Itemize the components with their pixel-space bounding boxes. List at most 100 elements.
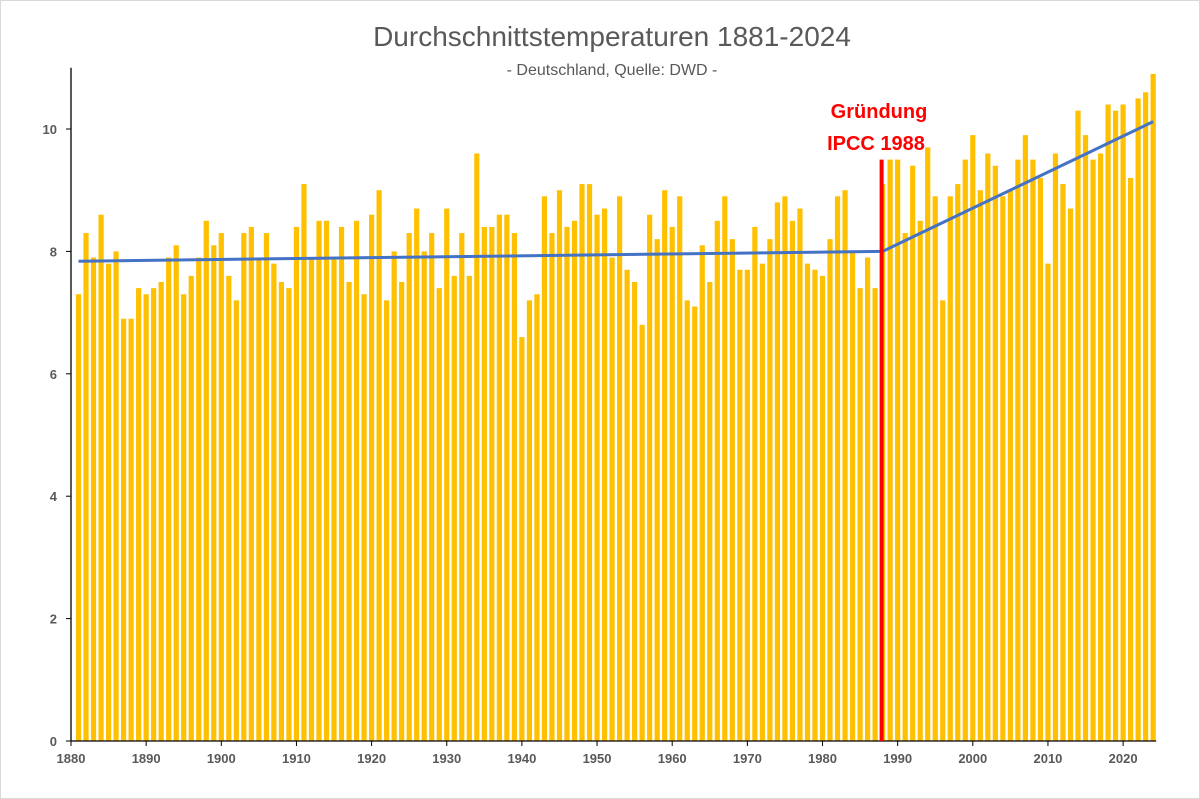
bar-1968 bbox=[729, 239, 735, 741]
bar-1894 bbox=[173, 245, 179, 741]
bar-2003 bbox=[992, 165, 998, 742]
bar-2000 bbox=[970, 135, 976, 741]
bar-2024 bbox=[1150, 73, 1156, 742]
bars bbox=[75, 73, 1156, 742]
bar-1935 bbox=[481, 226, 487, 742]
bar-1882 bbox=[83, 233, 89, 742]
x-tick-label: 1920 bbox=[357, 751, 386, 766]
y-tick-label: 4 bbox=[50, 489, 58, 504]
bar-1898 bbox=[203, 220, 209, 742]
bar-1897 bbox=[196, 257, 202, 741]
bar-1941 bbox=[526, 300, 533, 741]
bar-1937 bbox=[496, 214, 502, 741]
bar-1955 bbox=[632, 282, 638, 741]
bar-1915 bbox=[331, 257, 337, 741]
bar-1997 bbox=[947, 196, 953, 741]
bar-1923 bbox=[391, 251, 397, 741]
bar-1977 bbox=[797, 208, 803, 741]
bar-1917 bbox=[346, 282, 352, 741]
bar-2022 bbox=[1135, 98, 1141, 741]
bar-1950 bbox=[594, 214, 600, 741]
bar-1938 bbox=[504, 214, 510, 741]
bar-2010 bbox=[1045, 263, 1051, 741]
bar-1934 bbox=[474, 153, 480, 742]
bar-1966 bbox=[714, 220, 720, 742]
x-tick-label: 1980 bbox=[808, 751, 837, 766]
bar-1985 bbox=[857, 288, 863, 741]
annotation-line1: Gründung bbox=[831, 101, 928, 123]
bar-1980 bbox=[819, 275, 826, 741]
bar-1962 bbox=[684, 300, 690, 741]
bar-2012 bbox=[1060, 184, 1066, 741]
bar-1972 bbox=[759, 263, 765, 741]
chart-title: Durchschnittstemperaturen 1881-2024 bbox=[373, 21, 851, 52]
x-tick-label: 1900 bbox=[207, 751, 236, 766]
x-tick-label: 1950 bbox=[583, 751, 612, 766]
bar-1953 bbox=[616, 196, 623, 741]
bar-2016 bbox=[1090, 159, 1096, 742]
bar-1922 bbox=[384, 300, 390, 741]
bar-1967 bbox=[722, 196, 728, 741]
bar-1884 bbox=[98, 214, 104, 741]
x-tick-label: 1970 bbox=[733, 751, 762, 766]
bar-1958 bbox=[654, 239, 660, 741]
bar-2017 bbox=[1097, 153, 1104, 742]
x-tick-label: 1910 bbox=[282, 751, 311, 766]
bar-1890 bbox=[143, 294, 149, 741]
bar-1942 bbox=[534, 294, 540, 741]
bar-2004 bbox=[1000, 196, 1006, 741]
x-tick-label: 2020 bbox=[1109, 751, 1138, 766]
bar-1944 bbox=[549, 233, 555, 742]
bar-1946 bbox=[564, 226, 570, 742]
bar-1959 bbox=[662, 190, 668, 741]
bar-1969 bbox=[737, 269, 743, 741]
bar-2021 bbox=[1128, 177, 1134, 741]
bar-1896 bbox=[188, 275, 194, 741]
bar-1965 bbox=[707, 282, 713, 741]
bar-2019 bbox=[1112, 110, 1119, 741]
bar-1973 bbox=[767, 239, 773, 741]
bar-1912 bbox=[308, 257, 315, 741]
bar-2008 bbox=[1030, 159, 1036, 742]
bar-2002 bbox=[985, 153, 991, 742]
bar-1916 bbox=[338, 226, 345, 742]
bar-1906 bbox=[263, 233, 269, 742]
bar-1982 bbox=[834, 196, 841, 741]
bar-2009 bbox=[1037, 177, 1044, 741]
bar-1978 bbox=[804, 263, 811, 741]
annotation-line2: IPCC 1988 bbox=[827, 133, 925, 155]
bar-1947 bbox=[571, 220, 578, 742]
bar-1976 bbox=[789, 220, 796, 742]
y-tick-label: 6 bbox=[50, 367, 57, 382]
bar-1983 bbox=[842, 190, 848, 741]
bar-1895 bbox=[181, 294, 187, 741]
bar-2015 bbox=[1082, 135, 1089, 741]
bar-2023 bbox=[1143, 92, 1149, 741]
bar-2001 bbox=[977, 190, 983, 741]
bar-1961 bbox=[677, 196, 683, 741]
y-tick-label: 10 bbox=[43, 122, 57, 137]
bar-1992 bbox=[910, 165, 916, 742]
bar-1919 bbox=[361, 294, 367, 741]
bar-1971 bbox=[752, 226, 758, 742]
axes: 0 2 4 6 8 10 1880 1890 1900 1910 1920 1930 1940 1950 1… bbox=[43, 67, 1157, 766]
bar-1902 bbox=[233, 300, 239, 741]
bar-1908 bbox=[278, 282, 285, 741]
bar-1900 bbox=[218, 233, 224, 742]
bar-1996 bbox=[940, 300, 946, 741]
bar-1991 bbox=[902, 233, 908, 742]
bar-1885 bbox=[105, 263, 112, 741]
bar-1889 bbox=[136, 288, 142, 741]
bar-1986 bbox=[864, 257, 871, 741]
bar-1936 bbox=[489, 226, 495, 742]
bar-1949 bbox=[586, 184, 593, 741]
bar-1921 bbox=[376, 190, 382, 741]
bar-1881 bbox=[75, 294, 82, 741]
bar-1954 bbox=[624, 269, 630, 741]
bar-1924 bbox=[399, 282, 405, 741]
bar-1987 bbox=[872, 288, 878, 741]
bar-2007 bbox=[1022, 135, 1029, 741]
bar-2011 bbox=[1052, 153, 1059, 742]
x-tick-label: 1890 bbox=[132, 751, 161, 766]
y-tick-label: 2 bbox=[50, 612, 57, 627]
